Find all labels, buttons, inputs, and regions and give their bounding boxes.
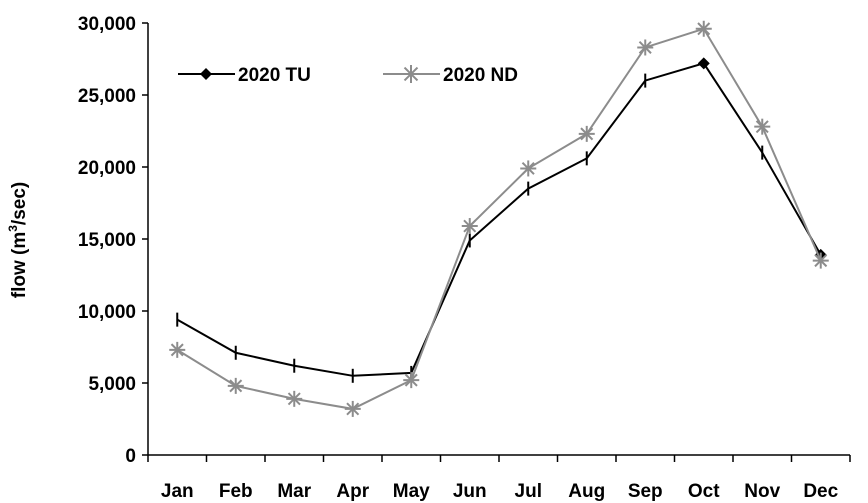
series-2020-nd: [169, 20, 829, 417]
y-axis-title: flow (m3/sec): [6, 182, 30, 299]
legend: 2020 TU 2020 ND: [178, 65, 518, 86]
series-line: [176, 27, 822, 410]
y-axis-title-main: flow (m: [9, 232, 30, 299]
legend-label-2020-nd: 2020 ND: [443, 65, 518, 86]
legend-star-marker-shape: [402, 65, 420, 83]
y-ticks: 0 5,000 10,000 15,000 20,000 25,000 30,000: [78, 14, 148, 467]
y-tick-label: 0: [125, 446, 136, 467]
y-tick-label: 5,000: [88, 374, 136, 395]
x-ticks: Jan Feb Mar Apr May Jun Jul Aug Sep Oct Nov Dec: [147, 455, 851, 502]
data-point-star: [812, 252, 829, 269]
data-point-star: [637, 39, 654, 56]
data-point-diamond: [697, 57, 710, 70]
series-layer: [169, 20, 829, 417]
x-tick-label: Nov: [744, 481, 780, 502]
legend-label-2020-tu: 2020 TU: [238, 65, 311, 86]
legend-star-marker-icon: [402, 65, 420, 83]
x-tick-label: Jan: [161, 481, 194, 502]
data-point-star: [520, 160, 537, 177]
series-line: [176, 62, 822, 377]
data-point-star: [578, 125, 595, 142]
x-tick-label: Oct: [688, 481, 720, 502]
x-tick-label: Sep: [628, 481, 663, 502]
data-point-star: [754, 118, 771, 135]
y-tick-label: 10,000: [78, 302, 136, 323]
x-tick-label: Jun: [453, 481, 487, 502]
data-point-star: [286, 390, 303, 407]
x-tick-label: Feb: [219, 481, 253, 502]
data-point-star: [227, 377, 244, 394]
series-2020-tu: [176, 57, 827, 383]
data-point-star: [403, 372, 420, 389]
y-tick-label: 25,000: [78, 86, 136, 107]
legend-diamond-marker-icon: [200, 68, 212, 80]
y-tick-label: 15,000: [78, 230, 136, 251]
x-tick-label: Dec: [803, 481, 838, 502]
data-point-star: [695, 20, 712, 37]
x-tick-label: Mar: [277, 481, 311, 502]
data-point-star: [169, 341, 186, 358]
x-tick-label: Apr: [336, 481, 369, 502]
y-tick-label: 20,000: [78, 158, 136, 179]
x-tick-label: Aug: [568, 481, 605, 502]
y-axis-title-unit: /sec): [9, 182, 30, 225]
y-axis-title-superscript: 3: [6, 225, 20, 232]
data-point-star: [461, 218, 478, 235]
data-point-star: [344, 400, 361, 417]
x-tick-label: Jul: [515, 481, 542, 502]
x-tick-label: May: [393, 481, 430, 502]
y-tick-label: 30,000: [78, 14, 136, 35]
